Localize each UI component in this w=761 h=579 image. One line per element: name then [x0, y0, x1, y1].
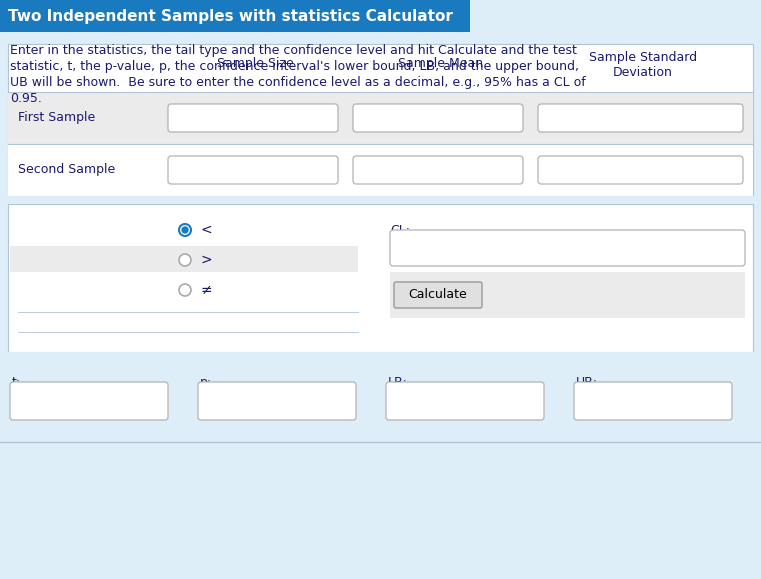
Text: CL:: CL:: [390, 224, 410, 237]
FancyBboxPatch shape: [8, 92, 753, 144]
Text: First Sample: First Sample: [18, 112, 95, 124]
Text: Sample Mean: Sample Mean: [398, 57, 483, 71]
FancyBboxPatch shape: [8, 44, 753, 204]
Text: Calculate: Calculate: [409, 288, 467, 302]
FancyBboxPatch shape: [198, 382, 356, 420]
FancyBboxPatch shape: [390, 230, 745, 266]
FancyBboxPatch shape: [0, 352, 761, 362]
Text: 0.95.: 0.95.: [10, 92, 42, 105]
FancyBboxPatch shape: [353, 156, 523, 184]
Text: statistic, t, the p-value, p, the confidence interval's lower bound, LB, and the: statistic, t, the p-value, p, the confid…: [10, 60, 579, 73]
FancyBboxPatch shape: [386, 382, 544, 420]
Text: Sample Standard: Sample Standard: [589, 52, 697, 64]
FancyBboxPatch shape: [8, 204, 753, 352]
FancyBboxPatch shape: [390, 272, 745, 318]
FancyBboxPatch shape: [0, 362, 761, 442]
FancyBboxPatch shape: [394, 282, 482, 308]
Circle shape: [179, 224, 191, 236]
Text: Second Sample: Second Sample: [18, 163, 115, 177]
Text: LB:: LB:: [388, 376, 408, 389]
Text: >: >: [201, 253, 212, 267]
FancyBboxPatch shape: [10, 382, 168, 420]
Text: t:: t:: [12, 376, 21, 389]
Text: <: <: [201, 223, 212, 237]
Circle shape: [179, 254, 191, 266]
Circle shape: [179, 284, 191, 296]
Text: Deviation: Deviation: [613, 67, 673, 79]
FancyBboxPatch shape: [353, 104, 523, 132]
Text: Two Independent Samples with statistics Calculator: Two Independent Samples with statistics …: [8, 9, 453, 24]
FancyBboxPatch shape: [538, 104, 743, 132]
FancyBboxPatch shape: [574, 382, 732, 420]
Text: ≠: ≠: [201, 283, 212, 297]
Text: UB will be shown.  Be sure to enter the confidence level as a decimal, e.g., 95%: UB will be shown. Be sure to enter the c…: [10, 76, 586, 89]
FancyBboxPatch shape: [168, 156, 338, 184]
FancyBboxPatch shape: [8, 144, 753, 196]
FancyBboxPatch shape: [168, 104, 338, 132]
FancyBboxPatch shape: [538, 156, 743, 184]
FancyBboxPatch shape: [10, 246, 358, 272]
Text: Sample Size: Sample Size: [217, 57, 294, 71]
Text: Enter in the statistics, the tail type and the confidence level and hit Calculat: Enter in the statistics, the tail type a…: [10, 44, 577, 57]
Circle shape: [182, 227, 188, 233]
Text: UB:: UB:: [576, 376, 598, 389]
FancyBboxPatch shape: [0, 196, 761, 204]
FancyBboxPatch shape: [0, 0, 470, 32]
Text: p:: p:: [200, 376, 212, 389]
